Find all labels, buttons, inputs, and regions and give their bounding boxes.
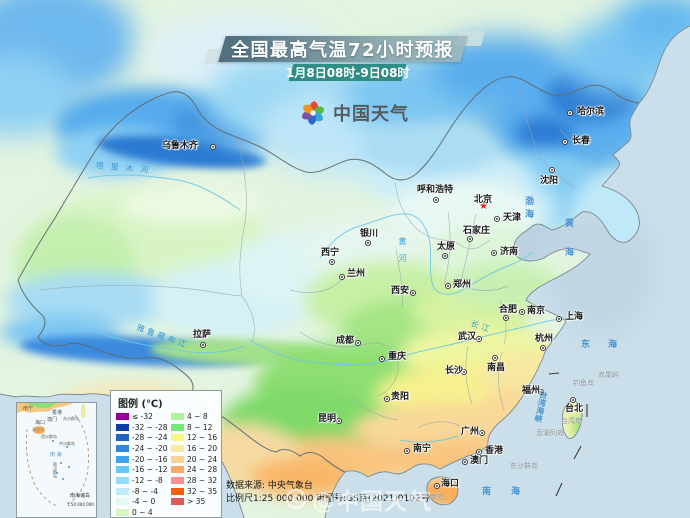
legend-color-swatch <box>171 487 184 495</box>
temperature-legend: 图例 (℃) ≤ -32 -32 ~ -28 -28 ~ -24 -24 ~ -20-… <box>110 390 222 518</box>
legend-range-label: 32 ~ 35 <box>187 486 218 496</box>
logo-text: 中国天气 <box>333 104 409 125</box>
inset-label: 海南岛 <box>32 427 44 432</box>
legend-row: 4 ~ 8 <box>171 411 217 422</box>
legend-row: 32 ~ 35 <box>171 486 217 497</box>
legend-color-swatch <box>116 423 129 431</box>
legend-color-swatch <box>116 455 129 463</box>
legend-range-label: -16 ~ -12 <box>132 465 168 475</box>
map-subtitle: 1月8日08时-9日08时 <box>285 66 410 80</box>
rivers <box>87 174 565 443</box>
legend-range-label: 24 ~ 28 <box>187 465 218 475</box>
data-source-line: 数据来源: 中央气象台 <box>226 481 313 491</box>
inset-label: 南 海 <box>50 452 62 458</box>
legend-color-swatch <box>171 466 184 474</box>
legend-range-label: -32 ~ -28 <box>132 422 168 432</box>
legend-row: -8 ~ -4 <box>116 486 168 497</box>
boundary-dashes <box>548 372 588 497</box>
legend-color-swatch <box>171 476 184 484</box>
legend-color-swatch <box>116 444 129 452</box>
legend-range-label: 0 ~ 4 <box>132 508 153 518</box>
legend-range-label: 4 ~ 8 <box>187 411 208 421</box>
legend-color-swatch <box>116 509 129 517</box>
map-title: 全国最高气温72小时预报 <box>231 40 455 61</box>
legend-row: 20 ~ 24 <box>171 454 217 465</box>
legend-title: 图例 (℃) <box>118 399 163 410</box>
inset-label: 澳门 <box>47 417 58 423</box>
legend-row: 12 ~ 16 <box>171 432 217 443</box>
legend-range-label: 8 ~ 12 <box>187 422 213 432</box>
legend-color-swatch <box>171 444 184 452</box>
title-banner: 全国最高气温72小时预报 <box>218 36 468 62</box>
south-china-sea-inset: 南宁香港 澳门 海口 东沙群岛海南岛西沙群岛 中沙群岛南 海南沙群岛南海诸岛 1:50 0… <box>16 402 97 518</box>
legend-row: > 35 <box>171 497 217 508</box>
inset-label: 香港 <box>52 410 63 416</box>
legend-color-swatch <box>116 434 129 442</box>
legend-color-swatch <box>171 455 184 463</box>
legend-row: ≤ -32 <box>116 411 168 422</box>
legend-color-swatch <box>116 476 129 484</box>
legend-color-swatch <box>116 498 129 506</box>
legend-color-swatch <box>116 487 129 495</box>
legend-color-swatch <box>171 412 184 420</box>
legend-row: 28 ~ 32 <box>171 475 217 486</box>
legend-row: -20 ~ -16 <box>116 454 168 465</box>
inset-label: 西沙群岛 <box>41 434 57 439</box>
inset-label: 中沙群岛 <box>59 441 75 446</box>
national-border <box>17 76 640 473</box>
legend-row: -32 ~ -28 <box>116 422 168 433</box>
legend-row: -4 ~ 0 <box>116 497 168 508</box>
legend-range-label: 20 ~ 24 <box>187 454 218 464</box>
legend-row: -16 ~ -12 <box>116 464 168 475</box>
legend-color-swatch <box>171 434 184 442</box>
legend-range-label: 12 ~ 16 <box>187 433 218 443</box>
subtitle-banner: 1月8日08时-9日08时 <box>285 64 410 81</box>
legend-row: 0 ~ 4 <box>116 507 168 518</box>
legend-row: 24 ~ 28 <box>171 464 217 475</box>
inset-label: 南宁 <box>23 406 34 412</box>
legend-range-label: -12 ~ -8 <box>132 475 163 485</box>
inset-label: 东沙群岛 <box>63 416 79 421</box>
china-weather-logo: 中国天气 <box>300 100 409 126</box>
weibo-watermark: @中国天气 <box>284 482 432 516</box>
scale-approval-line: 比例尺1:25 000 000 审图号:GS京(2021)0102号 <box>226 494 430 504</box>
inset-label: 海口 <box>35 420 46 426</box>
legend-range-label: -4 ~ 0 <box>132 497 156 507</box>
legend-color-swatch <box>171 498 184 506</box>
legend-color-swatch <box>116 466 129 474</box>
legend-row: 8 ~ 12 <box>171 422 217 433</box>
inset-label: 南海诸岛 <box>70 493 91 499</box>
legend-range-label: ≤ -32 <box>132 411 153 421</box>
legend-range-label: -20 ~ -16 <box>132 454 168 464</box>
legend-column-left: ≤ -32 -32 ~ -28 -28 ~ -24 -24 ~ -20 -20 ~ -1… <box>116 411 168 518</box>
inset-label: 1:50 000 000 <box>67 502 94 507</box>
legend-range-label: 28 ~ 32 <box>187 475 218 485</box>
map-source-note: 数据来源: 中央气象台 比例尺1:25 000 000 审图号:GS京(2021… <box>226 480 430 506</box>
legend-range-label: 16 ~ 20 <box>187 443 218 453</box>
legend-color-swatch <box>116 412 129 420</box>
legend-range-label: > 35 <box>187 497 206 507</box>
pinwheel-logo-icon <box>302 101 324 125</box>
legend-row: -24 ~ -20 <box>116 443 168 454</box>
province-borders <box>39 89 597 429</box>
legend-range-label: -24 ~ -20 <box>132 443 168 453</box>
legend-row: -28 ~ -24 <box>116 432 168 443</box>
legend-range-label: -28 ~ -24 <box>132 433 168 443</box>
weibo-swirl-icon <box>285 488 307 510</box>
watermark-text: @中国天气 <box>312 489 432 515</box>
legend-range-label: -8 ~ -4 <box>132 486 159 496</box>
inset-map-graphic <box>17 403 89 507</box>
legend-row: 16 ~ 20 <box>171 443 217 454</box>
legend-row: -12 ~ -8 <box>116 475 168 486</box>
inset-label: 南沙群岛 <box>53 462 58 478</box>
legend-color-swatch <box>171 423 184 431</box>
